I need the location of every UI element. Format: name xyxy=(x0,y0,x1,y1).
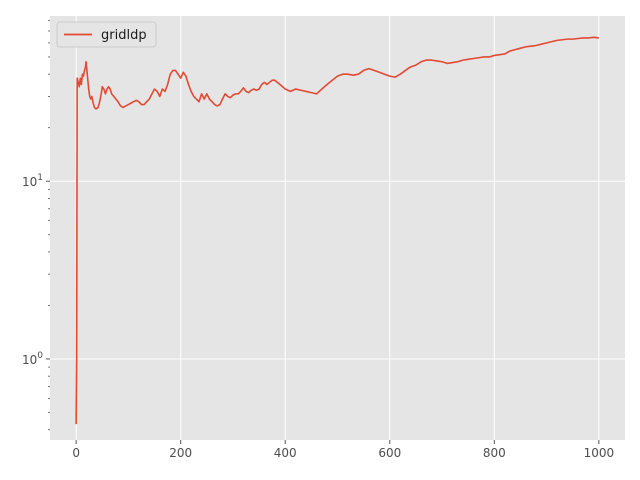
x-tick-label: 1000 xyxy=(584,446,615,460)
axis-ticks: 0 200 400 600 800 1000 100 101 xyxy=(22,20,615,460)
y-tick-label: 101 xyxy=(22,173,43,189)
legend-box xyxy=(56,21,157,48)
y-tick-label: 100 xyxy=(22,351,43,367)
x-tick-label: 400 xyxy=(274,446,297,460)
legend-label: gridldp xyxy=(101,28,147,43)
series-layer xyxy=(75,36,599,425)
plot-area xyxy=(50,16,625,440)
x-tick-label: 200 xyxy=(169,446,192,460)
series-line-gridldp xyxy=(75,36,599,425)
x-tick-label: 0 xyxy=(72,446,80,460)
gridlines xyxy=(50,16,625,440)
x-tick-label: 800 xyxy=(483,446,506,460)
x-tick-label: 600 xyxy=(378,446,401,460)
legend: gridldp xyxy=(56,21,157,48)
